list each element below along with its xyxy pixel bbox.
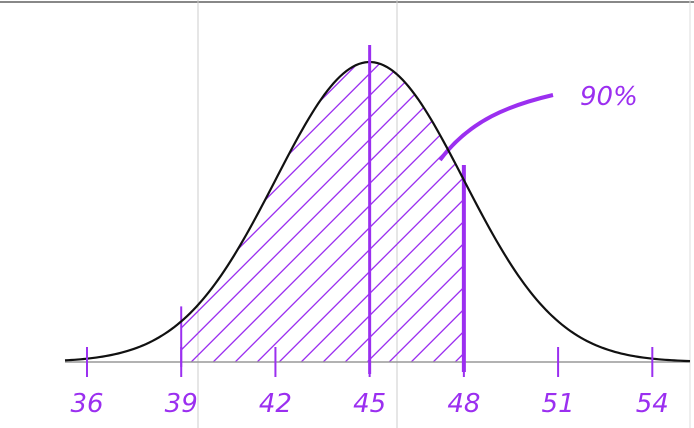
hatch-line	[300, 62, 464, 362]
hatch-line	[322, 62, 464, 362]
hatch-line	[234, 62, 464, 362]
x-tick-label: 39	[165, 389, 198, 419]
x-tick-label: 48	[447, 389, 480, 419]
annotation: 90%	[580, 82, 638, 112]
x-tick-label: 45	[353, 389, 386, 419]
x-tick-label: 54	[636, 389, 669, 419]
hatch-line	[410, 62, 464, 362]
hatch-line	[181, 62, 448, 362]
hatch-line	[388, 62, 464, 362]
hatch-line	[344, 62, 464, 362]
hatch-line	[278, 62, 464, 362]
hatch-line	[181, 62, 426, 362]
normal-curve	[64, 60, 691, 363]
hatch-line	[366, 62, 464, 362]
hatch-line	[181, 62, 464, 362]
x-tick-label: 51	[542, 389, 575, 419]
annotation-arrow	[438, 93, 554, 162]
hatch-line	[256, 62, 464, 362]
x-tick-label: 42	[259, 389, 292, 419]
x-tick-label: 36	[70, 389, 103, 419]
